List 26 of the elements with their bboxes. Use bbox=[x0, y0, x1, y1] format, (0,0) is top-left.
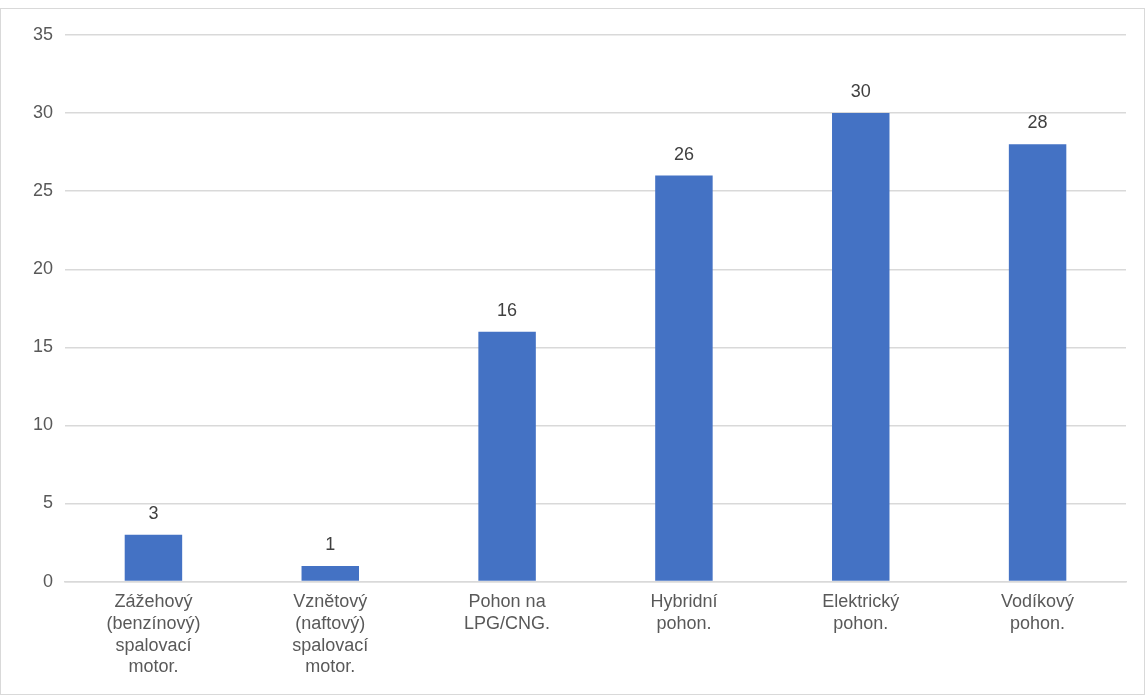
x-tick-label: Hybridní pohon. bbox=[650, 591, 718, 633]
y-tick-label: 30 bbox=[32, 102, 54, 123]
data-label: 3 bbox=[148, 502, 159, 523]
x-tick-label: Vznětový (naftový) spalovací motor. bbox=[292, 591, 369, 677]
x-tick-label: Vodíkový pohon. bbox=[1001, 591, 1075, 633]
x-tick-label: Elektrický pohon. bbox=[822, 591, 900, 633]
data-label: 16 bbox=[497, 299, 518, 320]
data-label: 1 bbox=[325, 533, 336, 554]
bar bbox=[478, 331, 536, 581]
y-tick-label: 10 bbox=[32, 414, 54, 435]
y-tick-label: 15 bbox=[32, 336, 54, 357]
data-label: 28 bbox=[1027, 112, 1048, 133]
x-tick-label: Zážehový (benzínový) spalovací motor. bbox=[106, 591, 201, 677]
data-label: 30 bbox=[850, 81, 871, 102]
bar bbox=[655, 175, 713, 581]
y-tick-label: 25 bbox=[32, 180, 54, 201]
data-label: 26 bbox=[673, 143, 694, 164]
x-tick-label: Pohon na LPG/CNG. bbox=[464, 591, 551, 633]
y-tick-label: 0 bbox=[43, 570, 54, 591]
bar bbox=[832, 113, 890, 581]
y-tick-label: 5 bbox=[43, 492, 54, 513]
bar bbox=[1008, 144, 1067, 581]
bar bbox=[301, 565, 359, 581]
y-tick-label: 35 bbox=[32, 23, 54, 44]
bar bbox=[124, 534, 183, 581]
y-tick-label: 20 bbox=[32, 258, 54, 279]
